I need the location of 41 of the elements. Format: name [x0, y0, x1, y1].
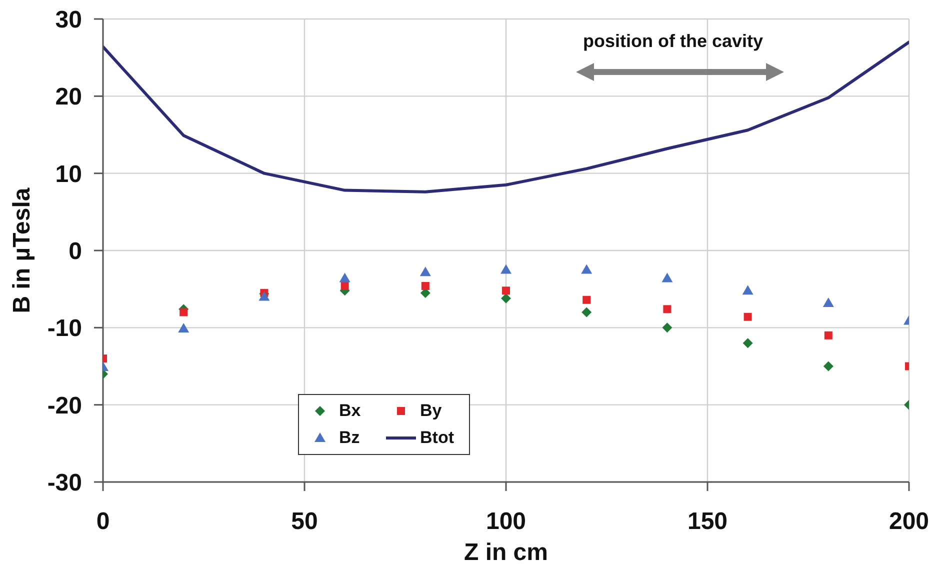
legend-label: Btot	[420, 428, 454, 448]
x-tick-label: 200	[888, 508, 930, 536]
point	[823, 361, 834, 372]
y-tick-label: -30	[47, 470, 82, 497]
y-tick-label: 20	[55, 84, 82, 111]
point	[420, 266, 431, 276]
y-tick-label: 10	[55, 160, 82, 188]
x-tick-label: 50	[291, 508, 318, 536]
x-tick-label: 150	[687, 508, 728, 536]
point	[501, 293, 511, 304]
point	[502, 286, 510, 295]
x-tick-label: 100	[486, 508, 526, 536]
y-axis-title: B in µTesla	[8, 187, 36, 314]
legend-label: Bx	[339, 400, 361, 421]
annotation: position of the cavity	[582, 31, 764, 51]
point	[744, 312, 752, 321]
y-tick-label: -20	[47, 392, 82, 420]
point	[663, 305, 672, 314]
y-tick-label: 0	[68, 238, 82, 266]
point	[500, 264, 512, 274]
point	[421, 282, 430, 290]
legend-label: By	[420, 400, 442, 421]
point	[340, 282, 349, 290]
point	[662, 322, 672, 333]
point	[822, 297, 834, 307]
point	[582, 307, 592, 318]
point	[582, 296, 591, 304]
y-tick-label: -10	[47, 315, 82, 342]
point	[339, 272, 350, 282]
y-tick-label: 30	[55, 6, 82, 34]
legend-label: Bz	[339, 428, 360, 448]
x-tick-label: 0	[96, 508, 110, 536]
point	[178, 322, 190, 332]
x-axis-title: Z in cm	[464, 539, 548, 566]
point	[180, 308, 188, 316]
point	[258, 291, 270, 301]
point	[742, 338, 753, 348]
point	[742, 285, 754, 295]
point	[662, 272, 673, 282]
point	[581, 264, 592, 274]
point	[824, 331, 832, 340]
